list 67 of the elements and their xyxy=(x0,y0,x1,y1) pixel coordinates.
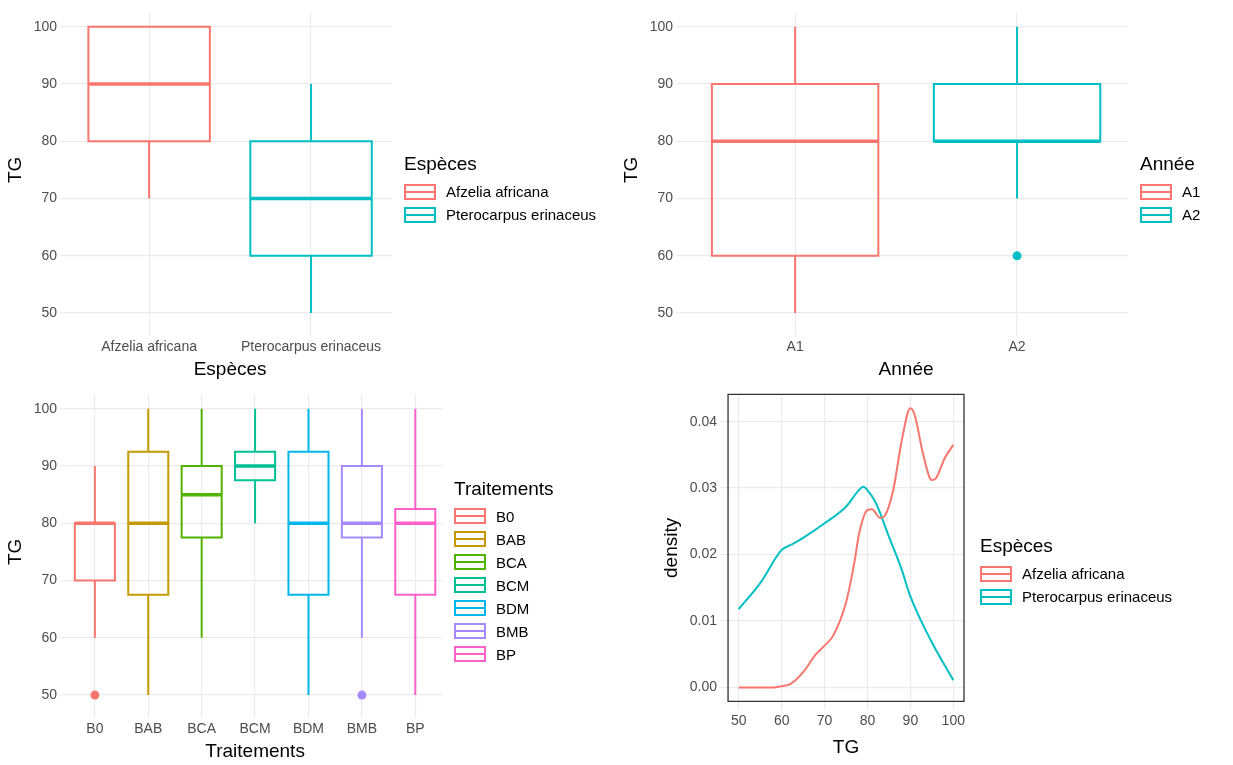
x-tick-label: 70 xyxy=(816,711,833,728)
legend-label: Pterocarpus erinaceus xyxy=(446,206,597,223)
legend-label: BCM xyxy=(496,576,530,594)
x-tick-label: BAB xyxy=(134,719,163,736)
y-tick-label: 60 xyxy=(41,246,58,263)
legend-label: BCA xyxy=(496,553,527,571)
y-tick-label: 80 xyxy=(41,514,58,531)
legend-label: B0 xyxy=(496,507,515,525)
legend-label: BDM xyxy=(496,599,530,617)
x-tick-label: B0 xyxy=(86,719,104,736)
y-axis-title: TG xyxy=(3,156,25,184)
legend-title: Traitements xyxy=(454,477,554,500)
x-tick-label: A2 xyxy=(1008,337,1026,354)
x-tick-label: Afzelia africana xyxy=(101,337,198,354)
y-tick-label: 0.02 xyxy=(689,545,718,562)
y-tick-label: 70 xyxy=(41,571,58,588)
x-tick-label: 100 xyxy=(941,711,966,728)
x-tick-label: 50 xyxy=(730,711,747,728)
x-axis-title: TG xyxy=(832,735,860,757)
x-axis-title: Espèces xyxy=(193,357,267,379)
y-tick-label: 50 xyxy=(41,685,58,702)
x-tick-label: BMB xyxy=(346,719,378,736)
y-tick-label: 60 xyxy=(41,628,58,645)
x-tick-label: 90 xyxy=(902,711,919,728)
y-tick-label: 50 xyxy=(41,303,58,320)
y-tick-label: 70 xyxy=(657,189,674,206)
legend-label: Afzelia africana xyxy=(446,183,549,200)
legend-label: BAB xyxy=(496,530,527,548)
y-tick-label: 0.03 xyxy=(689,478,718,495)
legend-label: BP xyxy=(496,645,517,663)
x-tick-label: A1 xyxy=(786,337,804,354)
x-tick-label: BCA xyxy=(187,719,217,736)
x-axis-title: Année xyxy=(878,357,934,379)
y-tick-label: 90 xyxy=(657,74,674,91)
x-tick-label: Pterocarpus erinaceus xyxy=(241,337,382,354)
x-tick-label: BP xyxy=(405,719,425,736)
x-tick-label: BCM xyxy=(239,719,271,736)
legend-label: A2 xyxy=(1182,206,1201,223)
legend-title: Espèces xyxy=(404,153,478,175)
y-tick-label: 50 xyxy=(657,303,674,320)
y-tick-label: 100 xyxy=(33,399,58,416)
legend-label: Pterocarpus erinaceus xyxy=(1022,588,1173,605)
y-tick-label: 90 xyxy=(41,456,58,473)
y-axis-title: density xyxy=(659,517,681,578)
legend-label: BMB xyxy=(496,622,529,640)
line-series xyxy=(737,407,955,689)
y-axis-title: TG xyxy=(3,538,25,566)
y-tick-label: 80 xyxy=(657,132,674,149)
y-axis-title: TG xyxy=(619,156,641,184)
legend-title: Espèces xyxy=(980,535,1054,557)
y-tick-label: 0.00 xyxy=(689,678,718,695)
y-tick-label: 80 xyxy=(41,132,58,149)
x-axis-title: Traitements xyxy=(205,739,305,761)
y-tick-label: 0.01 xyxy=(689,611,718,628)
x-tick-label: 80 xyxy=(859,711,876,728)
legend-label: A1 xyxy=(1182,183,1201,200)
line-series xyxy=(737,485,955,682)
legend-label: Afzelia africana xyxy=(1022,565,1125,582)
x-tick-label: 60 xyxy=(773,711,790,728)
legend-title: Année xyxy=(1140,153,1196,175)
y-tick-label: 90 xyxy=(41,74,58,91)
y-tick-label: 100 xyxy=(33,17,58,34)
y-tick-label: 0.04 xyxy=(689,412,718,429)
y-tick-label: 60 xyxy=(657,246,674,263)
y-tick-label: 70 xyxy=(41,189,58,206)
x-tick-label: BDM xyxy=(292,719,325,736)
y-tick-label: 100 xyxy=(649,17,674,34)
